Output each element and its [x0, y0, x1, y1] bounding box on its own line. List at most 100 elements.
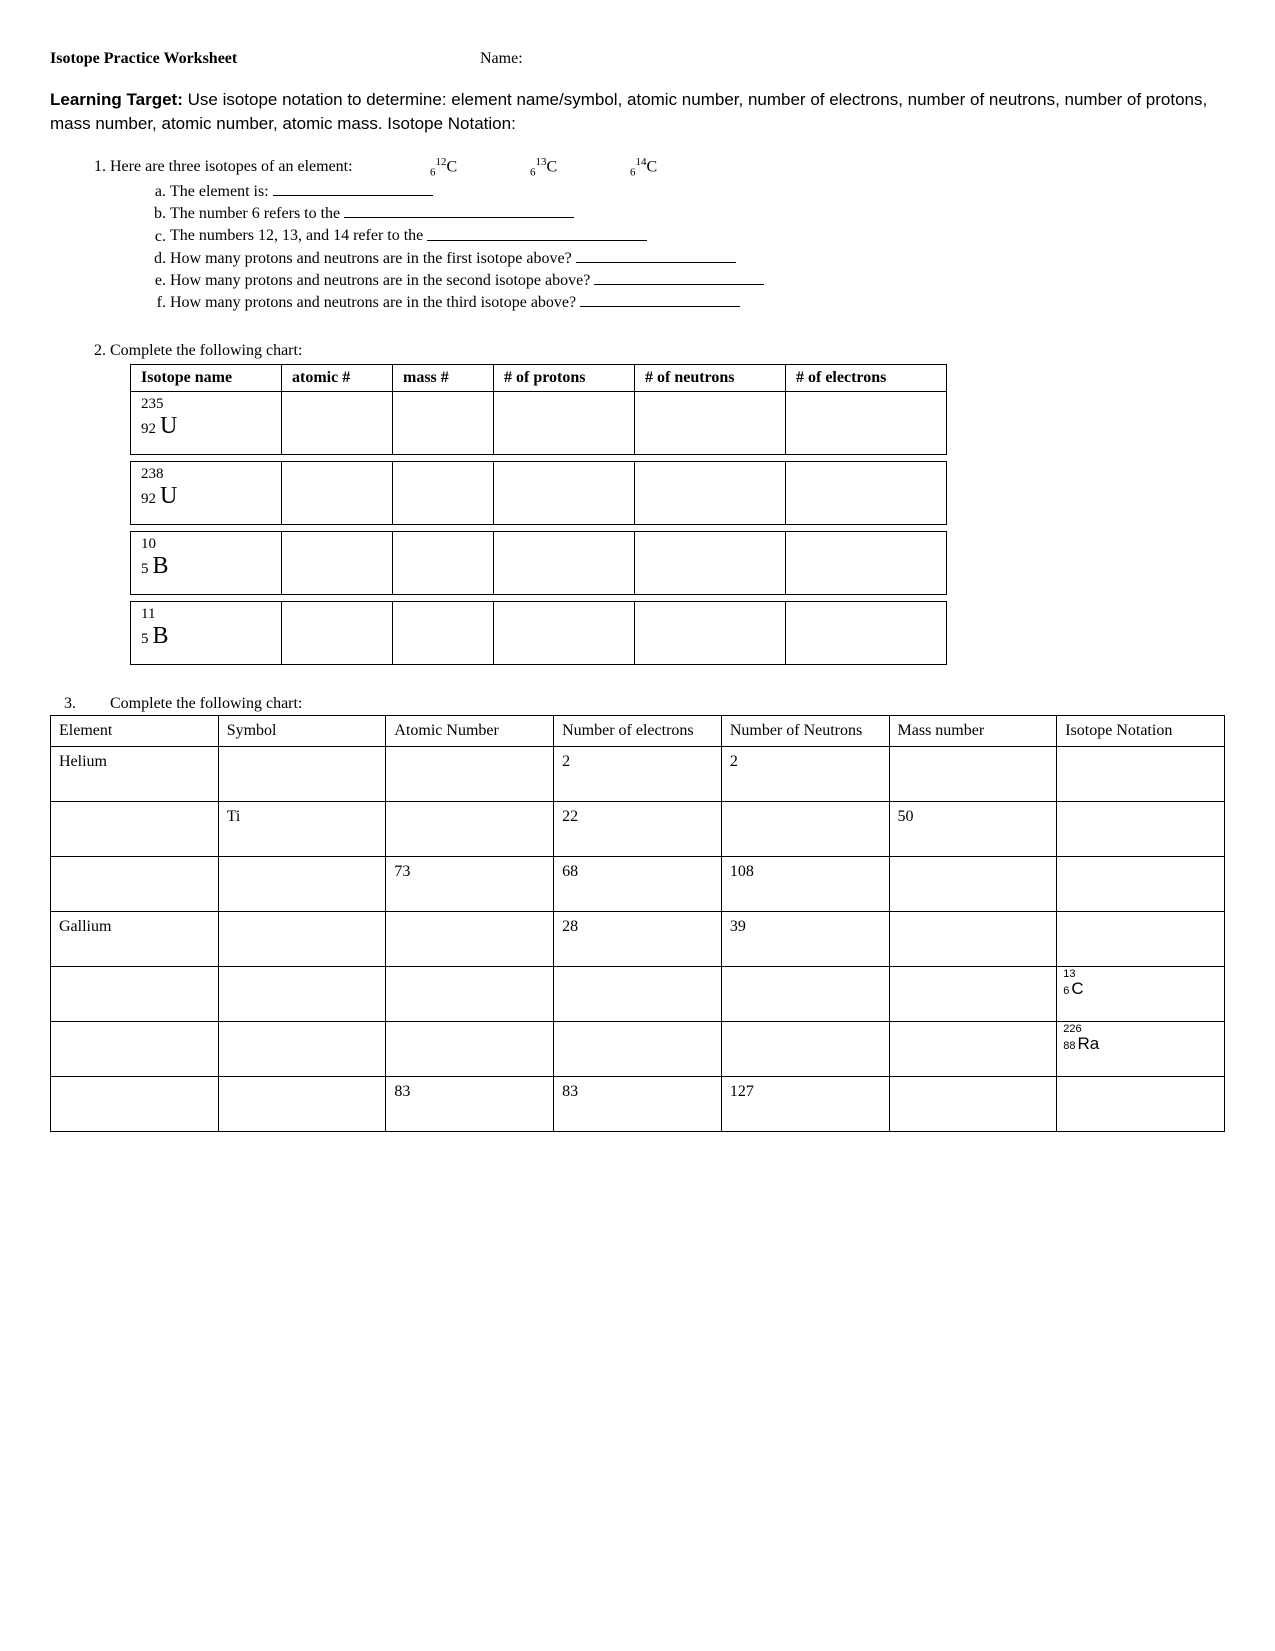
table-cell[interactable]	[386, 967, 554, 1022]
table-cell[interactable]: 83	[386, 1077, 554, 1132]
q1-c-text: The numbers 12, 13, and 14 refer to the	[170, 228, 423, 245]
blank[interactable]	[344, 202, 574, 218]
table-cell[interactable]	[786, 462, 947, 525]
table-cell[interactable]: 2	[554, 747, 722, 802]
table-cell[interactable]	[721, 967, 889, 1022]
table-cell[interactable]: Helium	[51, 747, 219, 802]
table-cell[interactable]	[889, 857, 1057, 912]
table-cell[interactable]	[51, 802, 219, 857]
question-1: Here are three isotopes of an element: 6…	[110, 156, 1225, 313]
table-cell[interactable]	[393, 392, 494, 455]
table-cell[interactable]	[386, 747, 554, 802]
isotope-notation-cell[interactable]	[1057, 857, 1225, 912]
table-cell[interactable]	[889, 747, 1057, 802]
table-cell[interactable]	[282, 392, 393, 455]
table-cell[interactable]	[218, 1077, 386, 1132]
table-cell[interactable]: Gallium	[51, 912, 219, 967]
isotope-notation-cell[interactable]	[1057, 747, 1225, 802]
learning-target-text: Use isotope notation to determine: eleme…	[50, 90, 1207, 133]
q1-isotopes: 612C613C614C	[430, 156, 730, 179]
table-cell[interactable]: 22	[554, 802, 722, 857]
table-row: 23592U	[131, 392, 947, 455]
table-cell[interactable]: 108	[721, 857, 889, 912]
blank[interactable]	[594, 269, 764, 285]
table-cell[interactable]: 2	[721, 747, 889, 802]
q1-e-text: How many protons and neutrons are in the…	[170, 272, 590, 289]
isotope-notation-cell[interactable]	[1057, 912, 1225, 967]
table-cell[interactable]: 28	[554, 912, 722, 967]
isotope-notation-cell[interactable]	[1057, 1077, 1225, 1132]
table-cell[interactable]	[786, 532, 947, 595]
blank[interactable]	[273, 180, 433, 196]
table-row: 22688Ra	[51, 1022, 1225, 1077]
table-cell[interactable]	[494, 392, 635, 455]
table-cell[interactable]	[393, 462, 494, 525]
table-cell[interactable]	[51, 967, 219, 1022]
table-cell[interactable]	[282, 532, 393, 595]
table-cell[interactable]	[386, 912, 554, 967]
table-cell[interactable]: 39	[721, 912, 889, 967]
table-cell[interactable]	[554, 967, 722, 1022]
table-row: Helium 22	[51, 747, 1225, 802]
q1-stem: Here are three isotopes of an element:	[110, 158, 430, 176]
q2-header: mass #	[393, 365, 494, 392]
table-cell[interactable]	[494, 532, 635, 595]
table-cell[interactable]	[889, 1077, 1057, 1132]
table-cell[interactable]	[494, 602, 635, 665]
table-cell[interactable]	[889, 912, 1057, 967]
blank[interactable]	[427, 224, 647, 240]
q1-c: The numbers 12, 13, and 14 refer to the	[170, 224, 1225, 245]
table-cell[interactable]: 73	[386, 857, 554, 912]
table-cell[interactable]	[218, 967, 386, 1022]
table-row: 105B	[131, 532, 947, 595]
q2-header: # of protons	[494, 365, 635, 392]
table-cell[interactable]	[282, 462, 393, 525]
q1-d: How many protons and neutrons are in the…	[170, 247, 1225, 268]
table-cell[interactable]: Ti	[218, 802, 386, 857]
table-cell[interactable]	[218, 1022, 386, 1077]
table-cell[interactable]	[635, 532, 786, 595]
learning-target-label: Learning Target:	[50, 90, 183, 109]
table-cell[interactable]	[635, 462, 786, 525]
table-cell[interactable]: 83	[554, 1077, 722, 1132]
table-cell[interactable]	[786, 602, 947, 665]
table-cell[interactable]	[721, 1022, 889, 1077]
table-cell[interactable]	[218, 912, 386, 967]
table-cell[interactable]	[635, 392, 786, 455]
table-row: 23892U	[131, 462, 947, 525]
question-2: Complete the following chart: Isotope na…	[110, 342, 1225, 665]
table-cell[interactable]	[218, 747, 386, 802]
isotope-notation-cell[interactable]: 22688Ra	[1057, 1022, 1225, 1077]
q2-table: Isotope nameatomic #mass ## of protons# …	[130, 364, 947, 665]
table-cell[interactable]	[51, 857, 219, 912]
table-cell[interactable]	[635, 602, 786, 665]
table-cell[interactable]	[721, 802, 889, 857]
blank[interactable]	[580, 291, 740, 307]
isotope-notation-cell[interactable]	[1057, 802, 1225, 857]
table-cell[interactable]	[889, 967, 1057, 1022]
table-cell[interactable]	[218, 857, 386, 912]
table-row: Ti 22 50	[51, 802, 1225, 857]
table-cell[interactable]: 68	[554, 857, 722, 912]
table-cell[interactable]	[889, 1022, 1057, 1077]
q3-header: Number of Neutrons	[721, 716, 889, 747]
table-cell[interactable]: 50	[889, 802, 1057, 857]
isotope-notation: 613C	[530, 156, 630, 179]
table-cell[interactable]	[386, 1022, 554, 1077]
table-cell[interactable]	[393, 532, 494, 595]
blank[interactable]	[576, 247, 736, 263]
isotope-notation-cell[interactable]: 136C	[1057, 967, 1225, 1022]
table-cell[interactable]: 127	[721, 1077, 889, 1132]
learning-target: Learning Target: Use isotope notation to…	[50, 88, 1225, 136]
name-label: Name:	[480, 50, 1225, 68]
table-cell[interactable]	[51, 1022, 219, 1077]
table-cell[interactable]	[393, 602, 494, 665]
q3-stem: Complete the following chart:	[110, 695, 302, 712]
table-cell[interactable]	[554, 1022, 722, 1077]
table-cell[interactable]	[494, 462, 635, 525]
table-cell[interactable]	[51, 1077, 219, 1132]
q1-a: The element is:	[170, 180, 1225, 201]
table-cell[interactable]	[786, 392, 947, 455]
table-cell[interactable]	[282, 602, 393, 665]
table-cell[interactable]	[386, 802, 554, 857]
